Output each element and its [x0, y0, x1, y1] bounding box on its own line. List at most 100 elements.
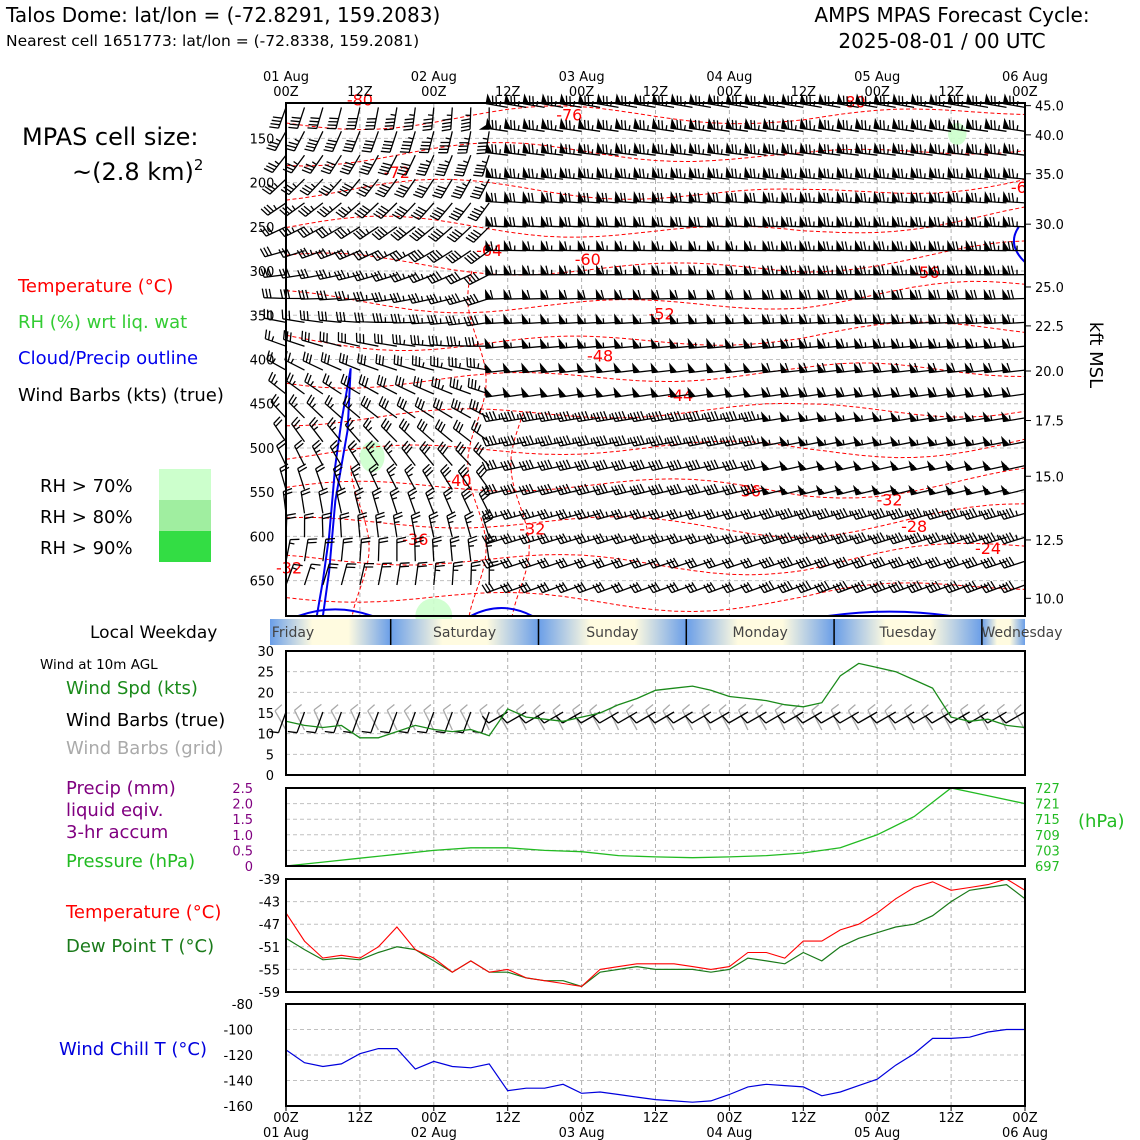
wind-barb-flag: [762, 264, 770, 276]
wind-barb-flag: [688, 191, 696, 203]
wind-barb-flag: [947, 239, 955, 251]
grid-wind-barb: [718, 704, 730, 731]
wind-barb-flag: [503, 191, 511, 203]
wind-barb: [892, 119, 915, 132]
wind-barb: [350, 463, 361, 490]
wind-barb: [647, 582, 675, 594]
wind-barb: [282, 154, 306, 174]
kft-tick-label: 22.5: [1035, 320, 1064, 335]
wind-barb: [836, 216, 859, 228]
cell-size-label: MPAS cell size:: [22, 123, 198, 151]
wind-barb-flag: [983, 288, 992, 300]
wind-barb-flag: [540, 166, 548, 178]
bottom-hour-label: 00Z: [1012, 1111, 1038, 1126]
wind-barb-flag: [1002, 313, 1010, 325]
wind-barb: [263, 308, 287, 324]
grid-wind-barb: [423, 704, 435, 731]
wind-barb: [500, 557, 527, 569]
kft-tick-label: 30.0: [1035, 218, 1064, 233]
wind-barb: [722, 435, 749, 447]
wind-barb: [333, 269, 361, 281]
grid-wind-barb: [996, 703, 1008, 731]
wind-barb: [943, 580, 970, 594]
wind-barb: [499, 582, 527, 594]
wind-barb-flag: [1002, 264, 1010, 276]
wind-barb: [984, 241, 1007, 252]
wind-barb-flag: [928, 117, 936, 130]
wind-barb-flag: [908, 460, 918, 471]
wind-barb: [440, 463, 453, 490]
wind-barb-flag: [835, 337, 844, 349]
wind-barb: [851, 556, 878, 569]
wind-barb-flag: [891, 117, 899, 130]
wind-barb-flag: [670, 142, 678, 154]
true-wind-barb: [832, 711, 860, 724]
wind-barb: [740, 533, 767, 545]
pressure-tick-label: 709: [1035, 829, 1060, 844]
wind-barb-flag: [798, 337, 807, 349]
wind-barb: [467, 202, 490, 222]
wind-barb: [441, 107, 453, 132]
wind-barb-flag: [651, 239, 659, 251]
wind-barb-flag: [799, 288, 807, 300]
wind-barb: [448, 202, 472, 221]
wind-barb: [573, 582, 601, 594]
wind-barb-flag: [669, 313, 678, 325]
rh70-label: RH > 70%: [40, 476, 133, 497]
wind-barb: [762, 168, 785, 180]
wind-barb: [652, 168, 675, 180]
wind-barb: [818, 241, 841, 252]
wind-barb: [481, 533, 508, 545]
wind-barb-flag: [669, 337, 678, 349]
wind-barb-flag: [871, 484, 882, 496]
wind-barb: [1003, 192, 1026, 204]
wind-barb-flag: [596, 239, 604, 251]
wind-barb-flag: [503, 288, 511, 300]
wind-barb: [444, 293, 471, 306]
wind-barb-flag: [650, 386, 659, 398]
wind-barb: [795, 507, 822, 520]
wind-barb: [615, 119, 638, 132]
wind-barb-flag: [651, 215, 659, 227]
wind-barb-flag: [502, 362, 512, 374]
wind-barb: [670, 168, 693, 180]
wind-barb: [485, 168, 508, 180]
wind-barb: [541, 95, 564, 109]
wind-barb: [781, 95, 804, 109]
wind-barb: [633, 168, 656, 180]
wind-barb-flag: [891, 239, 899, 251]
wind-barb-flag: [836, 166, 844, 178]
wind-barb: [321, 512, 332, 538]
pressure-tick-label: 703: [1035, 844, 1060, 859]
wind-barb: [291, 416, 306, 443]
wind-barb: [541, 168, 564, 180]
wind-barb: [666, 582, 693, 594]
wind-barb: [795, 556, 823, 569]
wind-barb: [518, 533, 545, 545]
wind-barb-flag: [836, 191, 844, 203]
wind-barb-flag: [633, 142, 641, 154]
wind-barb: [373, 202, 398, 219]
wind-barb-flag: [688, 239, 696, 251]
pressure-tick-label: 721: [1035, 798, 1060, 813]
top-date-label: 06 Aug: [1002, 70, 1048, 85]
wind-barb: [647, 557, 675, 569]
wind-barb-flag: [1002, 191, 1010, 203]
wind-barb-flag: [558, 313, 567, 325]
wind-barb-flag: [890, 411, 900, 422]
wind-barb: [450, 398, 472, 419]
weekday-label: Tuesday: [879, 625, 937, 641]
wind-barb-flag: [744, 142, 752, 154]
wind-barb: [762, 265, 785, 276]
wind-barb-flag: [614, 191, 622, 203]
wind-barb: [410, 202, 435, 220]
wind-barb-flag: [965, 288, 973, 300]
wind-barb: [322, 373, 342, 395]
wind-barb: [592, 410, 619, 423]
wind-barb: [924, 532, 952, 545]
wind-barb-flag: [633, 215, 641, 227]
temperature-tick-label: -55: [259, 963, 280, 978]
wind-barb: [475, 464, 490, 490]
wind-barb-flag: [799, 191, 807, 203]
wind-barb: [371, 487, 382, 514]
